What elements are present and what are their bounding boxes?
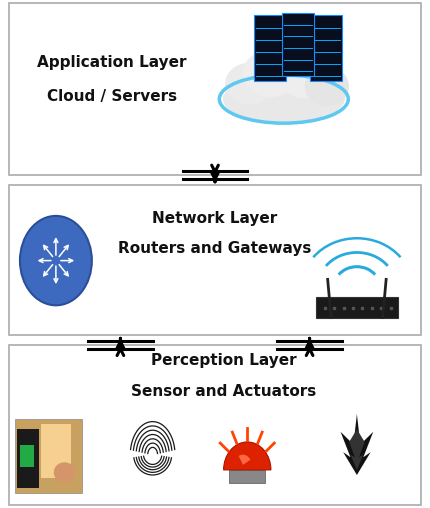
Bar [282,13,314,76]
Bar [310,15,342,81]
Ellipse shape [305,68,348,106]
Bar [316,297,398,318]
Bar [9,3,421,175]
Text: Perception Layer: Perception Layer [151,353,296,368]
Polygon shape [349,429,365,470]
Bar [20,444,34,467]
Bar [9,185,421,335]
Ellipse shape [20,216,92,305]
Text: Cloud / Servers: Cloud / Servers [47,89,177,104]
Bar [17,429,39,488]
Bar [15,419,82,493]
Bar [9,345,421,505]
Bar [41,424,71,478]
Bar [229,470,265,483]
Text: Sensor and Actuators: Sensor and Actuators [131,384,316,399]
Wedge shape [224,442,271,470]
Ellipse shape [224,76,344,122]
Text: Application Layer: Application Layer [37,55,187,70]
Ellipse shape [54,462,75,483]
Ellipse shape [280,55,331,98]
Polygon shape [341,414,373,475]
Wedge shape [239,455,250,465]
Ellipse shape [226,64,273,104]
Ellipse shape [243,51,299,97]
Bar [254,15,286,81]
Text: Routers and Gateways: Routers and Gateways [118,241,312,257]
Text: Network Layer: Network Layer [152,211,278,226]
